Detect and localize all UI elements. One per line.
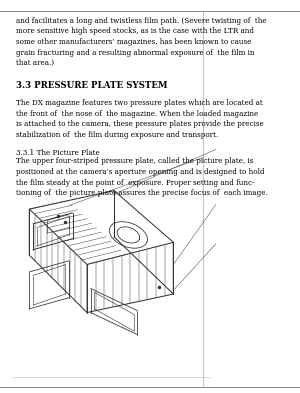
Text: and facilitates a long and twistless film path. (Severe twisting of  the
more se: and facilitates a long and twistless fil…	[16, 17, 267, 67]
Text: The upper four-striped pressure plate, called the picture plate, is
positioned a: The upper four-striped pressure plate, c…	[16, 157, 268, 197]
Text: 3.3 PRESSURE PLATE SYSTEM: 3.3 PRESSURE PLATE SYSTEM	[16, 81, 168, 90]
Text: 3.3.1 The Picture Plate: 3.3.1 The Picture Plate	[16, 149, 100, 156]
Text: The DX magazine features two pressure plates which are located at
the front of  : The DX magazine features two pressure pl…	[16, 99, 264, 139]
